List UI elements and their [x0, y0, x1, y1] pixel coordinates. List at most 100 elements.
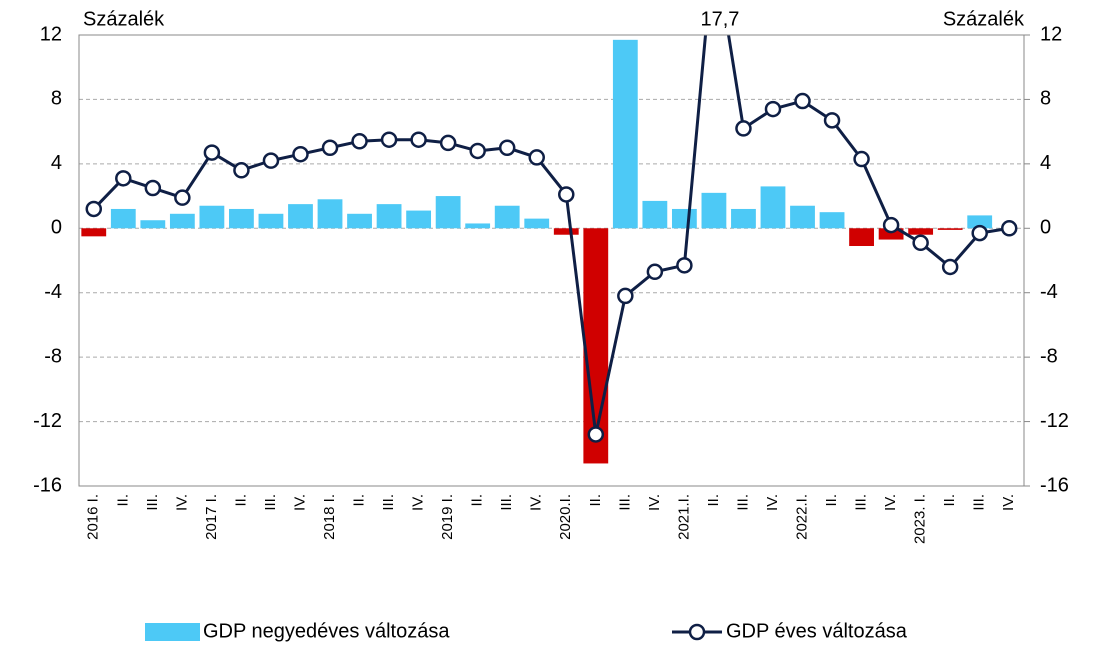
line-marker	[617, 287, 634, 305]
x-tick-label: III.	[853, 494, 870, 511]
line-marker	[174, 189, 191, 206]
x-tick-label: II.	[941, 494, 958, 507]
bar	[258, 213, 284, 229]
x-tick-label: II.	[351, 494, 368, 507]
line-marker	[115, 170, 132, 187]
bar	[671, 208, 697, 229]
x-tick-label: III.	[616, 494, 633, 511]
y2-tick-label: 8	[1040, 88, 1051, 110]
bar	[642, 200, 668, 229]
y2-tick-label: -16	[1040, 474, 1069, 496]
bar	[937, 228, 963, 230]
line-marker	[410, 131, 427, 148]
line-marker	[971, 224, 988, 242]
line-marker	[144, 179, 162, 197]
legend-marker	[688, 623, 706, 641]
line-marker	[1000, 220, 1018, 237]
x-tick-label: III.	[144, 494, 161, 511]
line-marker	[735, 120, 752, 137]
line-marker	[646, 263, 664, 281]
x-tick-label: II.	[114, 494, 131, 507]
y2-tick-label: -12	[1040, 410, 1069, 432]
x-tick-label: 2023. I.	[912, 494, 929, 544]
line-marker	[380, 131, 398, 148]
legend-label: GDP éves változása	[726, 620, 908, 642]
y-tick-label: 0	[51, 217, 62, 239]
bar	[790, 205, 815, 229]
y2-tick-label: 12	[1040, 23, 1062, 45]
y-tick-label: -4	[44, 281, 62, 303]
line-marker	[941, 258, 959, 276]
bar	[908, 228, 934, 235]
line-marker	[853, 150, 870, 168]
x-tick-label: 2017 I.	[203, 494, 220, 540]
line-marker	[794, 92, 811, 110]
x-tick-label: 2021.I.	[675, 494, 692, 540]
plot-frame	[78, 34, 1025, 487]
line-marker	[587, 426, 605, 443]
line-marker	[351, 133, 368, 150]
bar	[465, 223, 491, 229]
x-tick-label: IV.	[528, 494, 545, 511]
line-marker	[823, 112, 841, 129]
y2-tick-label: -4	[1040, 281, 1058, 303]
bar	[110, 208, 136, 229]
line-marker	[262, 152, 280, 169]
line-marker	[469, 142, 486, 160]
x-tick-label: II.	[232, 494, 249, 507]
y-tick-label: 8	[51, 88, 62, 110]
bars	[81, 39, 993, 464]
bar	[760, 186, 786, 229]
labels: -16 -12 -8 -4 0 4 8 12 -16 -12 -8 -4 0 4 8 12 2016 I. II.…	[33, 8, 1069, 544]
bar	[81, 228, 107, 237]
x-tick-label: II.	[823, 494, 840, 507]
lines	[85, 35, 1018, 443]
line-marker	[85, 200, 103, 218]
bar	[967, 215, 993, 229]
y-tick-label: -8	[44, 345, 62, 367]
line-marker	[764, 100, 782, 118]
bar	[849, 228, 874, 247]
x-tick-label: IV.	[1000, 494, 1017, 511]
bar	[819, 212, 845, 229]
x-tick-label: 2018 I.	[321, 494, 338, 540]
line-marker	[203, 144, 221, 161]
bar	[376, 204, 402, 229]
legend-label: GDP negyedéves változása	[203, 620, 450, 642]
x-tick-label: II.	[587, 494, 604, 507]
bar	[406, 210, 432, 229]
x-tick-label: 2019 I.	[439, 494, 456, 540]
line-marker	[528, 149, 545, 166]
bar	[701, 192, 727, 229]
data-label: 17,7	[700, 8, 739, 30]
x-tick-label: IV.	[173, 494, 190, 511]
bar	[140, 220, 166, 229]
bar	[288, 204, 313, 229]
x-tick-label: III.	[380, 494, 397, 511]
legend-swatch	[145, 623, 200, 641]
x-tick-label: 2016 I.	[85, 494, 102, 540]
x-tick-label: III.	[262, 494, 279, 511]
bar	[229, 208, 254, 229]
x-tick-label: IV.	[646, 494, 663, 511]
y-axis-label: Százalék	[83, 8, 165, 30]
bar	[494, 205, 520, 229]
x-tick-label: III.	[734, 494, 751, 511]
bar	[553, 228, 579, 235]
y-tick-label: -12	[33, 410, 62, 432]
x-tick-label: IV.	[291, 494, 308, 511]
y-tick-label: 4	[51, 152, 62, 174]
line-marker	[676, 257, 693, 274]
y2-axis-label: Százalék	[943, 8, 1025, 30]
grid	[79, 34, 1030, 487]
line-marker	[558, 186, 575, 203]
x-tick-label: IV.	[410, 494, 427, 511]
line-marker	[321, 139, 339, 156]
x-tick-label: IV.	[764, 494, 781, 511]
line-marker	[439, 134, 457, 152]
line-marker	[912, 234, 929, 252]
y2-tick-label: 0	[1040, 217, 1051, 239]
bar	[317, 199, 343, 229]
line-marker	[292, 145, 309, 163]
x-tick-label: 2020.I.	[557, 494, 574, 540]
